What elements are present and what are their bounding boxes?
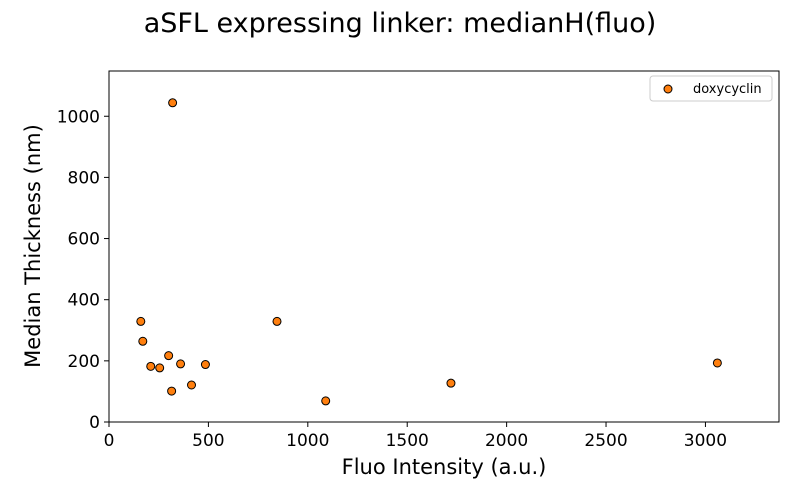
chart-title: aSFL expressing linker: medianH(fluo) (144, 8, 657, 39)
data-point (136, 316, 146, 326)
data-point (146, 361, 156, 371)
y-tick-label: 0 (89, 413, 100, 433)
data-point (138, 336, 148, 346)
data-point (200, 360, 210, 370)
y-tick-label: 400 (68, 291, 100, 311)
x-tick-label: 2000 (485, 431, 528, 451)
legend: doxycyclin (649, 75, 773, 102)
x-tick-label: 2500 (584, 431, 627, 451)
data-points (136, 98, 722, 406)
y-tick-label: 1000 (57, 107, 100, 127)
y-axis-ticks: 0 200 400 600 800 1000 (57, 107, 109, 433)
data-point (164, 351, 174, 361)
y-tick-label: 600 (68, 230, 100, 250)
data-point (168, 98, 178, 108)
x-axis-label: Fluo Intensity (a.u.) (342, 455, 547, 479)
x-axis-ticks: 0 500 1000 1500 2000 2500 3000 (104, 422, 727, 451)
legend-label: doxycyclin (693, 82, 762, 97)
x-tick-label: 0 (104, 431, 115, 451)
plot-area-frame (108, 70, 780, 423)
y-axis-label: Median Thickness (nm) (21, 124, 45, 368)
data-point (155, 363, 165, 373)
data-point (167, 386, 177, 396)
data-point (712, 358, 722, 368)
data-point (272, 316, 282, 326)
data-point (187, 380, 197, 390)
legend-box (649, 75, 773, 102)
data-point (321, 396, 331, 406)
x-tick-label: 1000 (286, 431, 329, 451)
data-point (446, 378, 456, 388)
x-tick-label: 3000 (684, 431, 727, 451)
y-tick-label: 200 (68, 352, 100, 372)
x-tick-label: 500 (192, 431, 224, 451)
data-point (176, 359, 186, 369)
x-tick-label: 1500 (386, 431, 429, 451)
legend-marker (663, 84, 673, 94)
y-tick-label: 800 (68, 168, 100, 188)
